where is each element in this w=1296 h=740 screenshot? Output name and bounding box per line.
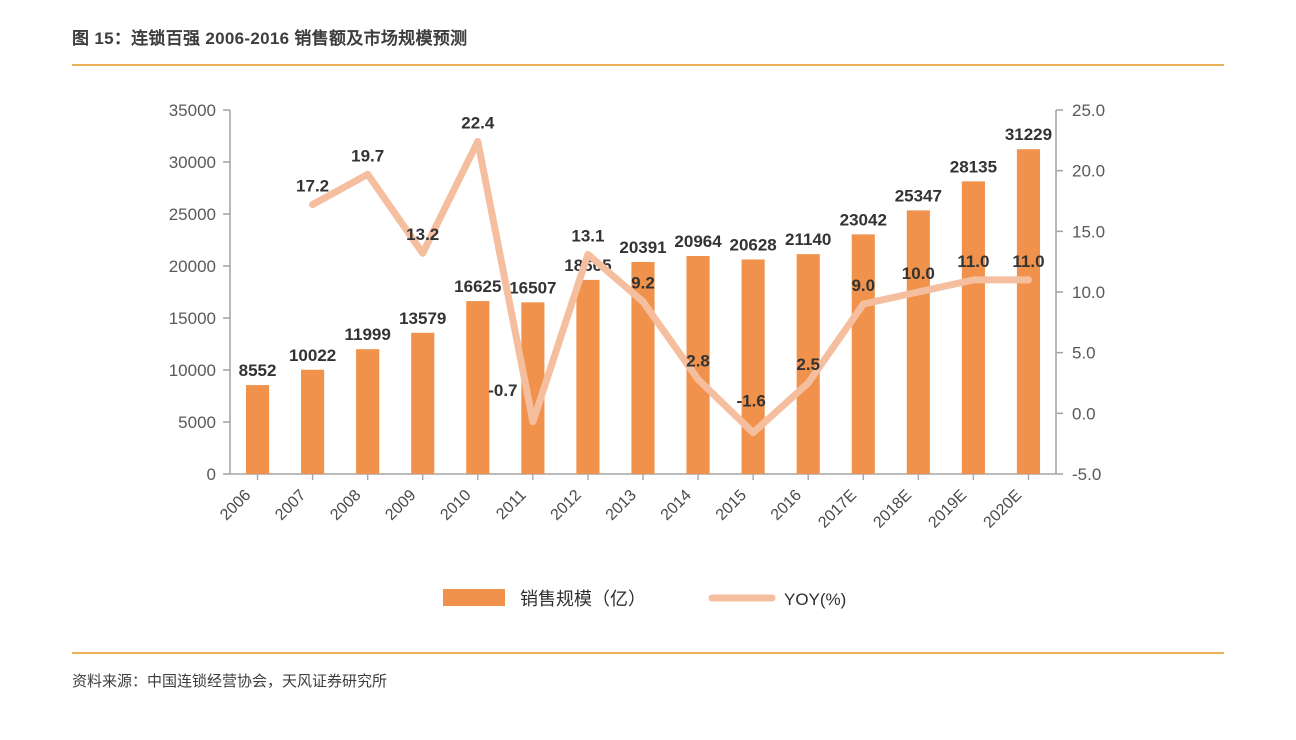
- bar-value-label: 23042: [840, 210, 887, 229]
- right-axis-tick-label: 5.0: [1072, 344, 1096, 363]
- category-axis-label: 2009: [382, 487, 419, 524]
- left-axis-tick-label: 25000: [169, 205, 216, 224]
- bar-value-label: 20964: [674, 232, 722, 251]
- category-axis-label: 2019E: [925, 487, 970, 532]
- bar-value-label: 20391: [619, 238, 666, 257]
- category-axis-label: 2020E: [981, 487, 1026, 532]
- yoy-value-label: 19.7: [351, 146, 384, 165]
- bar: [521, 302, 545, 474]
- yoy-value-label: -1.6: [736, 392, 765, 411]
- left-axis-tick-label: 0: [207, 465, 216, 484]
- bar: [906, 210, 930, 474]
- yoy-value-label: 11.0: [1012, 252, 1044, 271]
- yoy-value-label: 11.0: [957, 252, 989, 271]
- legend-bar-label: 销售规模（亿）: [520, 589, 646, 609]
- bar: [356, 349, 380, 474]
- bar: [1016, 149, 1041, 475]
- chart-area: 0 5000 10000 15000 20000 25000 30000 35000 -5.0 0…: [0, 72, 1296, 642]
- category-axis-label: 2015: [713, 487, 750, 524]
- category-axis-label: 2016: [768, 487, 805, 524]
- yoy-value-label: 10.0: [902, 264, 935, 283]
- bar: [961, 181, 985, 474]
- bar-value-label: 28135: [950, 157, 997, 176]
- bar: [411, 332, 435, 474]
- left-axis-tick-label: 30000: [169, 153, 216, 172]
- bar: [576, 279, 600, 474]
- category-axis-label: 2006: [217, 487, 254, 524]
- source-note: 资料来源：中国连锁经营协会，天风证券研究所: [72, 673, 388, 690]
- bar-value-label: 16507: [509, 278, 556, 297]
- bar-value-label: 16625: [454, 277, 501, 296]
- right-axis-tick-label: 10.0: [1072, 283, 1105, 302]
- bar-value-label: 25347: [895, 186, 942, 205]
- bar-value-label: 10022: [289, 346, 336, 365]
- category-axis-label: 2013: [603, 487, 640, 524]
- yoy-line: [309, 138, 1032, 437]
- yoy-value-label: 9.2: [631, 274, 655, 293]
- right-axis-tick-label: 0.0: [1072, 404, 1096, 423]
- bar: [301, 369, 325, 474]
- yoy-value-label: 2.5: [796, 355, 820, 374]
- bar-value-label: 13579: [399, 309, 446, 328]
- figure-title: 图 15：连锁百强 2006-2016 销售额及市场规模预测: [72, 29, 468, 48]
- yoy-value-label: 2.8: [686, 351, 710, 370]
- title-divider-top: [72, 64, 1224, 66]
- right-axis-tick-label: 20.0: [1072, 162, 1105, 181]
- bar: [796, 254, 820, 474]
- bar: [686, 255, 710, 474]
- category-axis-label: 2014: [658, 487, 695, 524]
- bar: [851, 234, 875, 474]
- bar-value-label: 20628: [729, 235, 776, 254]
- combo-chart: 0 5000 10000 15000 20000 25000 30000 35000 -5.0 0…: [169, 101, 1105, 609]
- category-axis-label: 2008: [327, 487, 364, 524]
- right-axis-tick-label: -5.0: [1072, 465, 1101, 484]
- bar: [245, 385, 270, 474]
- yoy-value-label: -0.7: [488, 381, 517, 400]
- yoy-value-label: 13.2: [406, 225, 439, 244]
- category-axis-label: 2011: [493, 487, 529, 523]
- yoy-value-label: 17.2: [296, 177, 329, 196]
- category-axis-label: 2012: [548, 487, 585, 524]
- bar: [741, 259, 765, 474]
- bar-value-label: 8552: [239, 361, 277, 380]
- bar-value-label: 21140: [785, 230, 831, 249]
- source-divider-bottom: [72, 652, 1224, 654]
- left-axis-tick-label: 10000: [169, 361, 216, 380]
- left-axis-tick-label: 20000: [169, 257, 216, 276]
- yoy-value-label: 9.0: [851, 276, 875, 295]
- category-axis-label: 2007: [272, 487, 309, 524]
- right-axis-tick-label: 25.0: [1072, 101, 1105, 120]
- category-axis-label: 2017E: [815, 487, 860, 532]
- yoy-value-label: 13.1: [571, 226, 604, 245]
- legend-bar-swatch: [443, 589, 505, 606]
- bar: [466, 301, 490, 474]
- left-axis-tick-label: 5000: [178, 413, 216, 432]
- left-axis-tick-label: 35000: [169, 101, 216, 120]
- bar-value-label: 11999: [344, 325, 390, 344]
- bar-value-label: 31229: [1005, 125, 1052, 144]
- category-axis-label: 2010: [437, 487, 474, 524]
- left-axis-tick-label: 15000: [169, 309, 216, 328]
- right-axis-tick-label: 15.0: [1072, 222, 1105, 241]
- yoy-value-label: 22.4: [461, 114, 495, 133]
- category-axis-label: 2018E: [870, 487, 915, 532]
- legend-line-label: YOY(%): [784, 590, 846, 609]
